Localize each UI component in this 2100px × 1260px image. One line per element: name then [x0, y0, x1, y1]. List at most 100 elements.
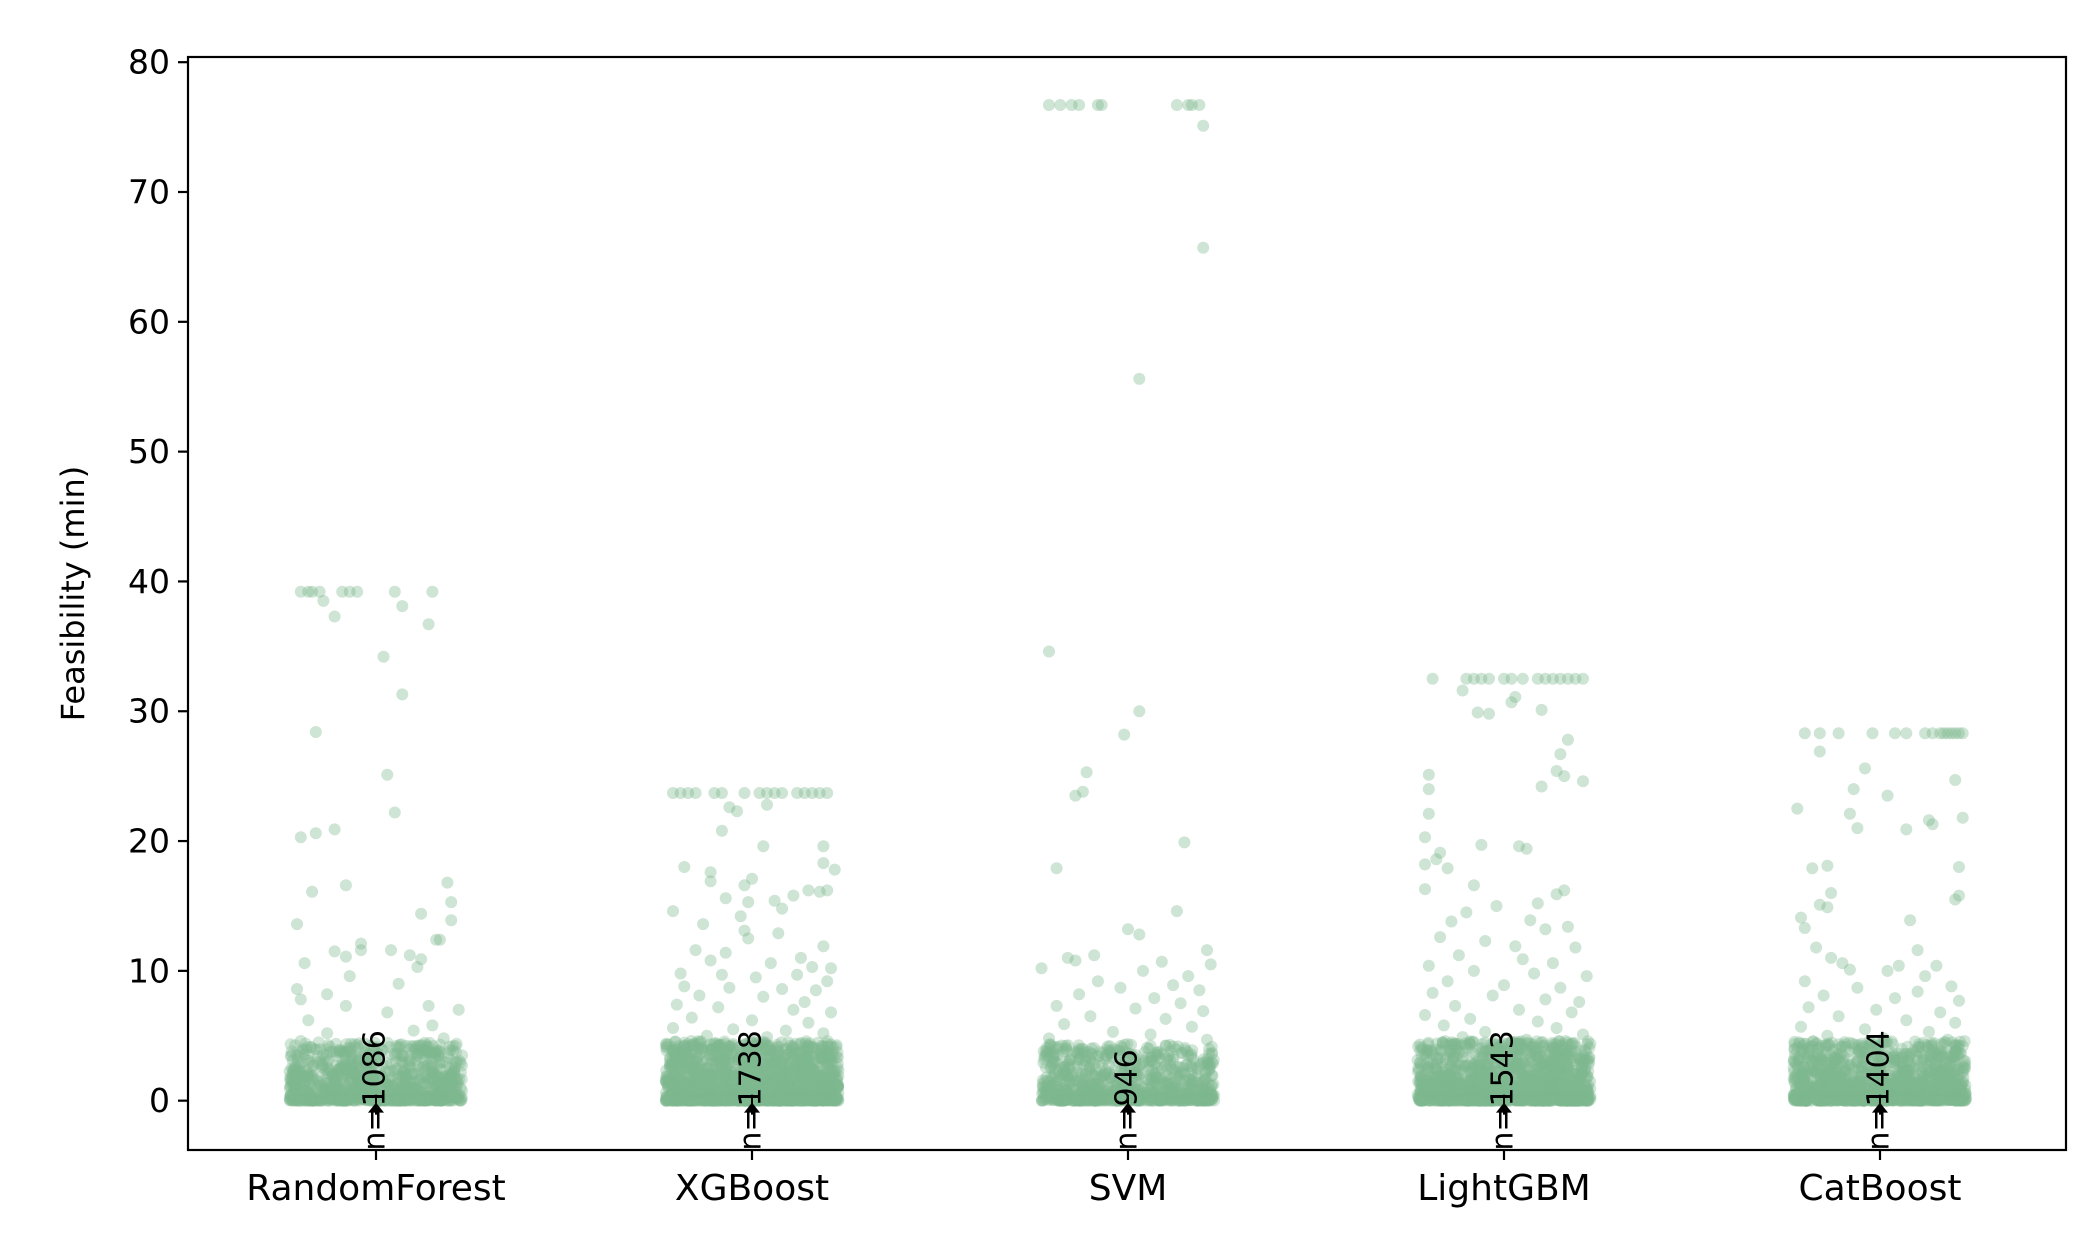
- data-point: [455, 1073, 468, 1086]
- data-point: [306, 1091, 319, 1104]
- data-point: [372, 1041, 384, 1054]
- data-point: [1144, 1028, 1157, 1041]
- data-point: [1203, 1058, 1215, 1071]
- data-point: [1178, 836, 1191, 849]
- data-point: [389, 1094, 402, 1107]
- data-point: [431, 1079, 444, 1092]
- data-point: [806, 961, 819, 973]
- data-point: [661, 1094, 674, 1107]
- data-point: [358, 1085, 371, 1098]
- data-point: [292, 1070, 305, 1083]
- data-point: [1182, 1049, 1195, 1062]
- data-point: [383, 1080, 396, 1093]
- data-point: [383, 1065, 396, 1078]
- data-point: [766, 1093, 779, 1106]
- data-point: [388, 1064, 401, 1077]
- data-point: [406, 1087, 419, 1099]
- data-point: [407, 1082, 420, 1094]
- data-point: [311, 1055, 324, 1068]
- data-point: [675, 1073, 688, 1086]
- data-point: [290, 1066, 303, 1078]
- data-point: [328, 610, 341, 623]
- data-point: [398, 1067, 411, 1080]
- data-point: [440, 1076, 453, 1089]
- data-point: [390, 1088, 403, 1101]
- data-point: [324, 1082, 337, 1095]
- data-point: [315, 1075, 328, 1088]
- data-point: [714, 1041, 727, 1054]
- data-point: [333, 1063, 346, 1076]
- data-point: [770, 1094, 783, 1107]
- data-point: [299, 1090, 312, 1103]
- data-point: [385, 1083, 398, 1096]
- data-point: [438, 1093, 451, 1106]
- data-point: [317, 1092, 330, 1105]
- data-point: [780, 1092, 793, 1105]
- data-point: [310, 1093, 323, 1106]
- data-point: [289, 1039, 302, 1052]
- data-point: [304, 1092, 317, 1105]
- data-point: [396, 1056, 409, 1069]
- data-point: [827, 1091, 840, 1104]
- data-point: [334, 1094, 347, 1107]
- data-point: [385, 1058, 397, 1071]
- data-point: [678, 1093, 691, 1106]
- data-point: [291, 1094, 304, 1107]
- data-point: [714, 1094, 727, 1107]
- data-point: [359, 1084, 372, 1097]
- data-point: [306, 1082, 318, 1095]
- data-point: [432, 1050, 445, 1062]
- data-point: [403, 1059, 415, 1071]
- data-point: [401, 1081, 414, 1094]
- data-point: [301, 1094, 314, 1106]
- data-point: [352, 1072, 365, 1085]
- data-point: [307, 1094, 320, 1106]
- data-point: [767, 1081, 780, 1094]
- data-point: [339, 1094, 352, 1107]
- data-point: [415, 1094, 427, 1106]
- data-point: [322, 1083, 335, 1096]
- data-point: [324, 1077, 336, 1090]
- data-point: [820, 1058, 833, 1071]
- data-point: [302, 1093, 315, 1106]
- data-point: [797, 1094, 810, 1107]
- data-point: [357, 1086, 370, 1098]
- data-point: [422, 1084, 435, 1097]
- data-point: [311, 1094, 324, 1107]
- data-point: [311, 1087, 324, 1100]
- data-point: [321, 1092, 334, 1105]
- data-point: [1133, 372, 1146, 385]
- data-point: [406, 1061, 419, 1074]
- data-point: [329, 1073, 342, 1086]
- data-point: [426, 1067, 439, 1080]
- data-point: [425, 1046, 437, 1059]
- data-point: [755, 1094, 768, 1107]
- data-point: [302, 1014, 315, 1027]
- data-point: [345, 1060, 358, 1073]
- data-point: [831, 1074, 844, 1087]
- data-point: [291, 1071, 304, 1084]
- data-point: [719, 946, 732, 959]
- data-point: [1118, 728, 1131, 741]
- data-point: [330, 1037, 342, 1050]
- data-point: [802, 1016, 815, 1029]
- data-point: [331, 1094, 344, 1107]
- data-point: [388, 806, 401, 819]
- data-point: [724, 1065, 737, 1078]
- data-point: [416, 1086, 429, 1098]
- data-point: [1091, 975, 1104, 988]
- data-point: [293, 1065, 306, 1078]
- data-point: [811, 1073, 824, 1086]
- data-point: [296, 1083, 309, 1096]
- data-point: [347, 1085, 360, 1098]
- data-point: [383, 1086, 396, 1099]
- data-point: [667, 1074, 680, 1087]
- data-point: [789, 1064, 802, 1077]
- data-point: [297, 1045, 309, 1058]
- data-point: [422, 1092, 435, 1105]
- data-point: [365, 1090, 378, 1102]
- data-point: [291, 983, 303, 995]
- data-point: [418, 1091, 431, 1104]
- data-point: [352, 1042, 365, 1055]
- data-point: [705, 1089, 718, 1102]
